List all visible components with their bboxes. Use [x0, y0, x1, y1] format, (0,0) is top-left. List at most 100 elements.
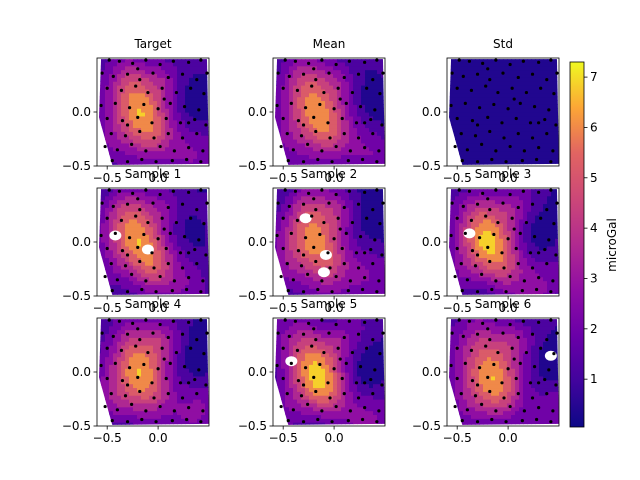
contour-cell: [113, 288, 118, 293]
contour-cell: [499, 150, 504, 156]
contour-cell: [141, 146, 146, 152]
contour-cell: [539, 112, 544, 117]
contour-cell: [325, 139, 330, 144]
contour-cell: [507, 96, 512, 102]
contour-cell: [125, 119, 130, 125]
contour-cell: [449, 135, 452, 140]
contour-cell: [369, 253, 374, 259]
contour-cell: [197, 265, 202, 270]
contour-cell: [153, 269, 158, 274]
contour-cell: [503, 112, 508, 117]
station-point: [123, 134, 128, 138]
contour-cell: [173, 222, 178, 228]
contour-cell: [281, 199, 286, 205]
contour-cell: [527, 215, 532, 220]
contour-cell: [133, 131, 138, 136]
station-point: [125, 290, 130, 294]
contour-cell: [459, 218, 464, 224]
contour-cell: [475, 276, 480, 282]
contour-cell: [495, 280, 500, 286]
station-point: [350, 90, 355, 95]
station-point: [144, 279, 148, 283]
contour-cell: [547, 127, 552, 132]
contour-cell: [511, 88, 516, 94]
contour-cell: [129, 215, 134, 220]
contour-cell: [491, 230, 496, 235]
contour-cell: [455, 265, 460, 270]
contour-cell: [381, 139, 385, 144]
contour-cell: [149, 112, 154, 117]
contour-cell: [137, 135, 142, 140]
contour-cell: [189, 127, 194, 132]
contour-cell: [499, 135, 504, 140]
contour-cell: [539, 189, 544, 193]
contour-cell: [337, 104, 342, 109]
contour-cell: [527, 100, 532, 105]
contour-cell: [365, 65, 370, 71]
contour-cell: [373, 292, 378, 295]
contour-cell: [125, 146, 130, 152]
contour-cell: [153, 104, 158, 109]
station-point: [356, 202, 361, 206]
contour-cell: [463, 88, 468, 94]
contour-cell: [169, 269, 174, 274]
contour-cell: [463, 112, 468, 117]
contour-cell: [165, 119, 170, 125]
contour-cell: [333, 203, 338, 208]
contour-cell: [507, 108, 512, 113]
contour-cell: [531, 269, 536, 274]
contour-cell: [317, 73, 322, 78]
station-point: [279, 144, 283, 149]
contour-cell: [281, 249, 286, 255]
contour-cell: [137, 253, 142, 259]
contour-cell: [149, 284, 154, 289]
contour-cell: [483, 211, 488, 216]
contour-cell: [313, 269, 318, 274]
contour-cell: [503, 142, 508, 148]
contour-cell: [165, 96, 170, 102]
contour-cell: [475, 265, 480, 270]
contour-cell: [169, 65, 174, 71]
contour-cell: [503, 127, 508, 132]
contour-cell: [173, 276, 178, 282]
contour-cell: [467, 218, 472, 224]
contour-cell: [99, 191, 102, 197]
contour-cell: [369, 65, 374, 71]
contour-cell: [467, 261, 472, 266]
contour-cell: [377, 61, 382, 67]
contour-cell: [479, 249, 484, 255]
contour-cell: [349, 123, 354, 129]
contour-cell: [149, 61, 154, 67]
station-point: [174, 90, 179, 95]
contour-cell: [289, 280, 294, 286]
contour-cell: [369, 104, 374, 109]
contour-cell: [325, 230, 330, 235]
contour-cell: [137, 112, 142, 117]
station-point: [350, 220, 355, 225]
contour-cell: [129, 242, 134, 247]
contour-cell: [297, 96, 302, 102]
contour-cell: [157, 226, 162, 232]
contour-cell: [483, 69, 488, 75]
contour-cell: [345, 215, 350, 220]
contour-cell: [153, 150, 158, 156]
contour-cell: [193, 104, 198, 109]
contour-cell: [109, 195, 114, 201]
contour-cell: [551, 131, 556, 136]
contour-cell: [349, 284, 354, 289]
contour-cell: [527, 272, 532, 278]
contour-cell: [455, 261, 460, 266]
contour-cell: [479, 127, 484, 132]
contour-cell: [373, 191, 378, 197]
contour-cell: [503, 272, 508, 278]
contour-cell: [507, 195, 512, 201]
contour-cell: [105, 189, 110, 193]
contour-cell: [201, 142, 206, 148]
contour-cell: [201, 150, 206, 156]
contour-cell: [99, 146, 102, 152]
contour-cell: [499, 65, 504, 71]
contour-cell: [201, 85, 206, 90]
contour-cell: [519, 253, 524, 259]
contour-cell: [317, 288, 322, 293]
contour-cell: [507, 112, 512, 117]
